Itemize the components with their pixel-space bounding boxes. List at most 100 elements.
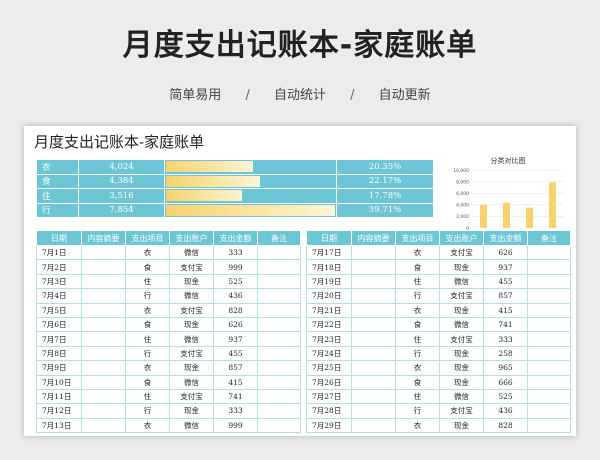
table-cell[interactable]: 现金 [439, 360, 484, 376]
table-cell[interactable]: 7月10日 [36, 374, 82, 390]
table-cell[interactable]: 626 [483, 244, 528, 261]
table-cell[interactable] [257, 374, 301, 390]
table-cell[interactable]: 食 [395, 374, 440, 390]
table-cell[interactable]: 436 [213, 288, 258, 304]
table-cell[interactable]: 衣 [395, 417, 440, 434]
table-cell[interactable]: 7月5日 [36, 302, 82, 318]
table-cell[interactable]: 食 [395, 259, 440, 275]
table-cell[interactable]: 436 [483, 403, 528, 419]
table-cell[interactable] [351, 331, 396, 347]
table-cell[interactable] [81, 374, 126, 390]
table-cell[interactable] [351, 316, 396, 333]
table-cell[interactable] [257, 302, 301, 318]
table-cell[interactable]: 857 [213, 360, 258, 376]
table-cell[interactable]: 7月21日 [306, 302, 352, 318]
table-cell[interactable]: 支付宝 [439, 288, 484, 304]
table-cell[interactable] [81, 302, 126, 318]
table-cell[interactable]: 415 [483, 302, 528, 318]
table-cell[interactable]: 7月6日 [36, 316, 82, 333]
table-cell[interactable]: 7月22日 [306, 316, 352, 333]
table-cell[interactable]: 支付宝 [439, 403, 484, 419]
table-cell[interactable] [257, 388, 301, 405]
table-cell[interactable]: 支付宝 [169, 302, 214, 318]
table-cell[interactable]: 衣 [125, 360, 170, 376]
table-cell[interactable]: 现金 [169, 316, 214, 333]
table-cell[interactable]: 7月24日 [306, 345, 352, 362]
table-cell[interactable]: 支付宝 [439, 331, 484, 347]
table-cell[interactable]: 7月13日 [36, 417, 82, 434]
table-cell[interactable] [351, 388, 396, 405]
table-cell[interactable]: 食 [395, 316, 440, 333]
table-cell[interactable] [527, 360, 571, 376]
table-cell[interactable]: 7月28日 [306, 403, 352, 419]
table-cell[interactable] [257, 259, 301, 275]
table-cell[interactable]: 7月25日 [306, 360, 352, 376]
table-cell[interactable]: 741 [483, 316, 528, 333]
table-cell[interactable] [257, 345, 301, 362]
table-cell[interactable]: 828 [213, 302, 258, 318]
table-cell[interactable] [257, 316, 301, 333]
table-cell[interactable] [81, 417, 126, 434]
table-cell[interactable]: 微信 [439, 316, 484, 333]
table-cell[interactable]: 937 [213, 331, 258, 347]
table-cell[interactable]: 衣 [125, 244, 170, 261]
table-cell[interactable]: 衣 [125, 302, 170, 318]
table-cell[interactable]: 7月7日 [36, 331, 82, 347]
table-cell[interactable] [257, 244, 301, 261]
table-cell[interactable]: 现金 [169, 403, 214, 419]
table-cell[interactable] [351, 259, 396, 275]
table-cell[interactable] [81, 331, 126, 347]
table-cell[interactable] [257, 360, 301, 376]
table-cell[interactable]: 999 [213, 259, 258, 275]
table-cell[interactable] [527, 288, 571, 304]
table-cell[interactable]: 7月3日 [36, 273, 82, 290]
table-cell[interactable]: 525 [213, 273, 258, 290]
table-cell[interactable] [81, 244, 126, 261]
table-cell[interactable] [351, 360, 396, 376]
table-cell[interactable]: 支付宝 [439, 244, 484, 261]
table-cell[interactable]: 住 [125, 388, 170, 405]
table-cell[interactable] [351, 302, 396, 318]
table-cell[interactable]: 7月23日 [306, 331, 352, 347]
table-cell[interactable] [527, 417, 571, 434]
table-cell[interactable]: 食 [125, 259, 170, 275]
table-cell[interactable] [527, 316, 571, 333]
table-cell[interactable]: 食 [125, 374, 170, 390]
table-cell[interactable]: 微信 [169, 331, 214, 347]
table-cell[interactable] [81, 360, 126, 376]
table-cell[interactable]: 住 [395, 331, 440, 347]
table-cell[interactable] [527, 244, 571, 261]
table-cell[interactable]: 现金 [439, 259, 484, 275]
table-cell[interactable] [81, 259, 126, 275]
table-cell[interactable]: 525 [483, 388, 528, 405]
table-cell[interactable]: 828 [483, 417, 528, 434]
table-cell[interactable] [351, 374, 396, 390]
table-cell[interactable]: 626 [213, 316, 258, 333]
table-cell[interactable]: 支付宝 [169, 345, 214, 362]
table-cell[interactable]: 7月17日 [306, 244, 352, 261]
table-cell[interactable]: 999 [213, 417, 258, 434]
table-cell[interactable]: 现金 [439, 417, 484, 434]
table-cell[interactable] [527, 388, 571, 405]
table-cell[interactable]: 937 [483, 259, 528, 275]
table-cell[interactable]: 7月1日 [36, 244, 82, 261]
table-cell[interactable]: 微信 [439, 388, 484, 405]
table-cell[interactable]: 7月11日 [36, 388, 82, 405]
table-cell[interactable] [81, 316, 126, 333]
table-cell[interactable] [257, 403, 301, 419]
table-cell[interactable]: 现金 [439, 345, 484, 362]
table-cell[interactable] [351, 403, 396, 419]
table-cell[interactable]: 现金 [169, 273, 214, 290]
table-cell[interactable]: 7月27日 [306, 388, 352, 405]
table-cell[interactable]: 行 [395, 345, 440, 362]
table-cell[interactable]: 455 [483, 273, 528, 290]
table-cell[interactable]: 衣 [395, 360, 440, 376]
table-cell[interactable] [81, 288, 126, 304]
table-cell[interactable] [81, 388, 126, 405]
table-cell[interactable]: 微信 [169, 374, 214, 390]
table-cell[interactable]: 7月9日 [36, 360, 82, 376]
table-cell[interactable]: 7月26日 [306, 374, 352, 390]
table-cell[interactable] [351, 417, 396, 434]
table-cell[interactable]: 现金 [439, 374, 484, 390]
table-cell[interactable]: 7月18日 [306, 259, 352, 275]
